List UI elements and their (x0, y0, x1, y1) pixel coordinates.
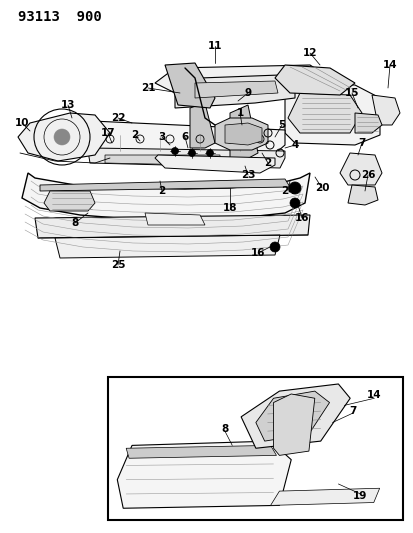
Text: 7: 7 (357, 138, 365, 148)
Text: 14: 14 (382, 60, 396, 70)
Text: 3: 3 (158, 132, 165, 142)
Polygon shape (88, 148, 284, 168)
Polygon shape (274, 65, 354, 95)
Polygon shape (214, 118, 267, 150)
Polygon shape (190, 103, 214, 148)
Polygon shape (40, 179, 289, 191)
Circle shape (54, 129, 70, 145)
Text: 16: 16 (294, 213, 309, 223)
Text: 20: 20 (314, 183, 328, 193)
Polygon shape (230, 105, 257, 160)
Text: 6: 6 (181, 132, 188, 142)
Text: 26: 26 (360, 170, 374, 180)
Polygon shape (371, 95, 399, 125)
Polygon shape (284, 83, 379, 145)
Text: 16: 16 (250, 248, 265, 258)
Polygon shape (145, 213, 204, 225)
Polygon shape (35, 215, 309, 238)
Text: 25: 25 (111, 260, 125, 270)
Polygon shape (240, 384, 349, 448)
Polygon shape (22, 173, 309, 220)
Polygon shape (347, 185, 377, 205)
Text: 22: 22 (111, 113, 125, 123)
Circle shape (269, 242, 279, 252)
Bar (108, 377, 402, 520)
Circle shape (171, 148, 178, 155)
Polygon shape (126, 446, 276, 458)
Text: 19: 19 (352, 491, 367, 501)
Polygon shape (44, 191, 95, 211)
Text: 2: 2 (131, 130, 138, 140)
Circle shape (288, 182, 300, 194)
Text: 1: 1 (236, 108, 243, 118)
Polygon shape (195, 81, 277, 98)
Circle shape (206, 149, 213, 157)
Polygon shape (255, 391, 329, 441)
Text: 93113  900: 93113 900 (18, 10, 102, 24)
Text: 15: 15 (344, 88, 358, 98)
Text: 18: 18 (222, 203, 237, 213)
Polygon shape (175, 75, 294, 108)
Polygon shape (354, 113, 381, 133)
Text: 24: 24 (280, 186, 294, 196)
Text: 7: 7 (348, 406, 355, 416)
Circle shape (289, 198, 299, 208)
Polygon shape (154, 65, 329, 93)
Polygon shape (287, 93, 361, 133)
Text: 5: 5 (278, 120, 285, 130)
Text: 2: 2 (158, 186, 165, 196)
Text: 2: 2 (264, 158, 271, 168)
Circle shape (188, 149, 195, 157)
Polygon shape (55, 235, 279, 258)
Text: 12: 12 (302, 48, 316, 58)
Polygon shape (117, 441, 290, 508)
Text: 21: 21 (140, 83, 155, 93)
Text: 4: 4 (291, 140, 298, 150)
Text: 17: 17 (100, 128, 115, 138)
Text: 8: 8 (71, 218, 78, 228)
Text: 13: 13 (61, 100, 75, 110)
Polygon shape (339, 153, 381, 185)
Polygon shape (165, 63, 214, 108)
Text: 11: 11 (207, 41, 222, 51)
Polygon shape (90, 121, 284, 158)
Polygon shape (224, 123, 261, 145)
Polygon shape (270, 488, 379, 505)
Text: 9: 9 (244, 88, 251, 98)
Polygon shape (18, 113, 110, 161)
Text: 10: 10 (15, 118, 29, 128)
Polygon shape (105, 155, 219, 165)
Polygon shape (273, 394, 314, 455)
Text: 14: 14 (366, 390, 381, 400)
Text: 23: 23 (240, 170, 255, 180)
Polygon shape (154, 155, 274, 173)
Text: 8: 8 (221, 424, 228, 434)
